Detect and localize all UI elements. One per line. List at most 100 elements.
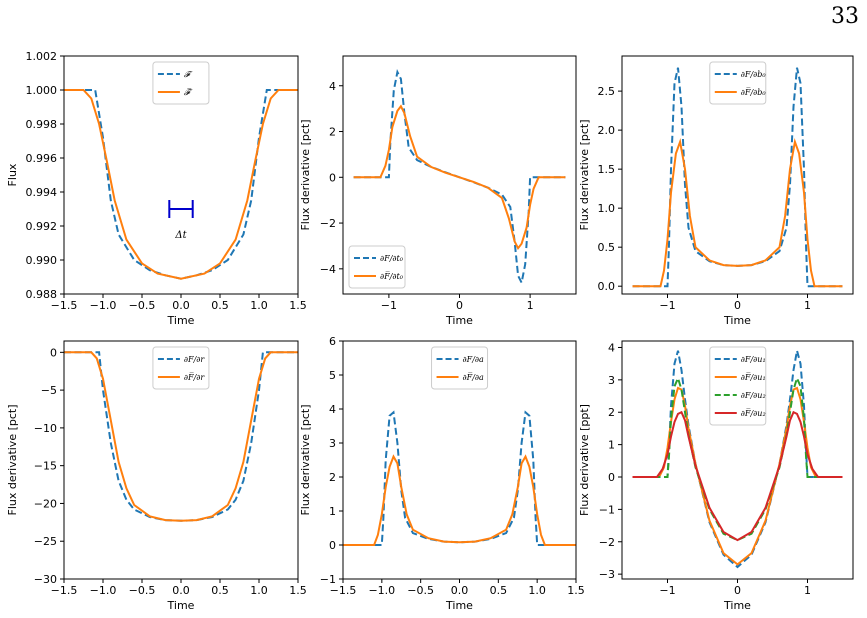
x-tick-label: 1 — [804, 584, 811, 597]
y-tick-label: −15 — [34, 460, 57, 473]
legend-entry: ∂F̅/∂b₀ — [741, 88, 767, 97]
legend-entry: ∂F/∂u₁ — [741, 355, 766, 364]
delta-t-marker — [168, 200, 194, 218]
legend-entry: 𝓕 — [184, 70, 193, 79]
x-tick-label: −0.5 — [129, 584, 156, 597]
x-tick-label: 0.5 — [211, 584, 229, 597]
legend-entry: ∂F̅/∂t₀ — [380, 272, 404, 281]
y-tick-label: 0 — [608, 471, 615, 484]
y-tick-label: 0.996 — [26, 152, 58, 165]
page-number: 33 — [831, 4, 859, 29]
x-tick-label: −1 — [659, 299, 675, 312]
y-tick-label: 0.992 — [26, 220, 58, 233]
y-tick-label: −2 — [320, 217, 336, 230]
y-tick-label: 3 — [608, 374, 615, 387]
series-line-2 — [353, 104, 566, 251]
x-tick-label: 0.0 — [451, 584, 469, 597]
x-tick-label: −0.5 — [407, 584, 434, 597]
legend-entry: ∂F̅/∂u₁ — [741, 373, 766, 382]
y-tick-label: −1 — [599, 503, 615, 516]
y-tick-label: 0.988 — [26, 288, 58, 301]
series-line-4 — [632, 410, 843, 542]
y-tick-label: 1.5 — [598, 163, 616, 176]
legend: ∂F/∂u₁ ∂F̅/∂u₁ ∂F/∂u₂ ∂F̅/∂u₂ — [709, 346, 767, 426]
legend-entry: ∂F/∂b₀ — [741, 70, 767, 79]
y-tick-label: −2 — [599, 536, 615, 549]
y-tick-label: 2 — [329, 126, 336, 139]
x-tick-label: 0.0 — [172, 584, 190, 597]
chart-panel-6: −1 0 1 −3 −2 −1 0 1 2 3 4 Time Flux derivative [ppt]… — [578, 340, 854, 612]
y-axis-label: Flux — [6, 163, 19, 186]
x-axis-label: Time — [445, 314, 473, 327]
series-line-2 — [343, 454, 576, 546]
x-axis-label: Time — [167, 314, 195, 327]
x-tick-label: −1 — [659, 584, 675, 597]
x-tick-label: 1 — [527, 299, 534, 312]
y-tick-label: 1.000 — [26, 84, 58, 97]
y-tick-label: 3 — [329, 437, 336, 450]
legend: ∂F/∂b₀ ∂F̅/∂b₀ — [709, 61, 767, 105]
y-tick-label: 2.0 — [598, 124, 616, 137]
y-tick-label: 4 — [329, 403, 336, 416]
y-tick-label: −30 — [34, 573, 57, 586]
y-tick-label: 0.994 — [26, 186, 58, 199]
x-tick-label: 0.5 — [211, 299, 229, 312]
y-axis-label: Flux derivative [ppt] — [578, 404, 591, 516]
x-tick-label: −0.5 — [129, 299, 156, 312]
y-tick-label: 2.5 — [598, 85, 616, 98]
y-tick-label: 4 — [608, 341, 615, 354]
x-tick-label: −1.0 — [368, 584, 395, 597]
x-tick-label: 0.5 — [490, 584, 508, 597]
legend-entry: ∂F/∂a — [463, 355, 485, 364]
y-tick-label: 5 — [329, 369, 336, 382]
legend-entry: ∂F̅/∂u₂ — [741, 409, 766, 418]
x-tick-label: 0.0 — [172, 299, 190, 312]
y-tick-label: 0.998 — [26, 118, 58, 131]
x-tick-label: 1 — [804, 299, 811, 312]
y-tick-label: −5 — [41, 384, 57, 397]
x-axis-label: Time — [445, 599, 473, 612]
y-tick-label: 0.0 — [598, 280, 616, 293]
y-tick-label: 0.5 — [598, 241, 616, 254]
y-tick-label: 6 — [329, 335, 336, 348]
chart-panel-1: Δt −1.5 −1.0 −0.5 0.0 0.5 1.0 1.5 0.988 0.990 0.99… — [6, 50, 307, 327]
y-tick-label: −1 — [320, 573, 336, 586]
y-tick-label: 0 — [329, 539, 336, 552]
delta-t-label: Δt — [174, 230, 187, 241]
y-tick-label: 2 — [329, 471, 336, 484]
series-line-2 — [64, 89, 298, 280]
chart-panel-3: −1 0 1 0.0 0.5 1.0 1.5 2.0 2.5 Time Flux derivativ… — [578, 55, 854, 327]
legend-entry: ∂F̅/∂r — [184, 373, 206, 382]
y-tick-label: 1.0 — [598, 202, 616, 215]
y-tick-label: 2 — [608, 406, 615, 419]
y-tick-label: −10 — [34, 422, 57, 435]
x-axis-label: Time — [167, 599, 195, 612]
y-tick-label: 1.002 — [26, 50, 58, 63]
legend-entry: 𝓕̅ — [184, 88, 193, 97]
legend-entry: ∂F̅/∂a — [463, 373, 485, 382]
series-line-1 — [64, 89, 298, 280]
x-tick-label: 1.0 — [528, 584, 546, 597]
series-line-1 — [632, 350, 843, 569]
x-tick-label: 0 — [734, 299, 741, 312]
x-tick-label: −1.5 — [51, 584, 78, 597]
chart-panel-5: −1.5 −1.0 −0.5 0.0 0.5 1.0 1.5 −1 0 1 2 3 4 5 6 Time Flu… — [299, 335, 585, 612]
legend: ∂F/∂r ∂F̅/∂r — [152, 346, 210, 390]
series-line-1 — [343, 410, 576, 546]
legend: ∂F/∂t₀ ∂F̅/∂t₀ — [348, 245, 406, 289]
y-tick-label: 0 — [329, 171, 336, 184]
legend: 𝓕 𝓕̅ — [152, 61, 210, 105]
x-tick-label: −1.5 — [51, 299, 78, 312]
x-tick-label: −1.0 — [90, 299, 117, 312]
legend-entry: ∂F/∂r — [184, 355, 206, 364]
legend-entry: ∂F/∂u₂ — [741, 391, 766, 400]
x-tick-label: −1.0 — [90, 584, 117, 597]
y-tick-label: −3 — [599, 568, 615, 581]
y-tick-label: −25 — [34, 535, 57, 548]
y-axis-label: Flux derivative [pct] — [299, 119, 312, 230]
x-tick-label: 1.5 — [289, 584, 307, 597]
y-tick-label: −20 — [34, 497, 57, 510]
x-tick-label: 0 — [734, 584, 741, 597]
chart-panel-4: −1.5 −1.0 −0.5 0.0 0.5 1.0 1.5 −30 −25 −20 −15 −10 −… — [6, 340, 307, 612]
chart-panel-2: −1 0 1 −4 −2 0 2 4 Time Flux derivative [pct] ∂F/∂… — [299, 55, 577, 327]
